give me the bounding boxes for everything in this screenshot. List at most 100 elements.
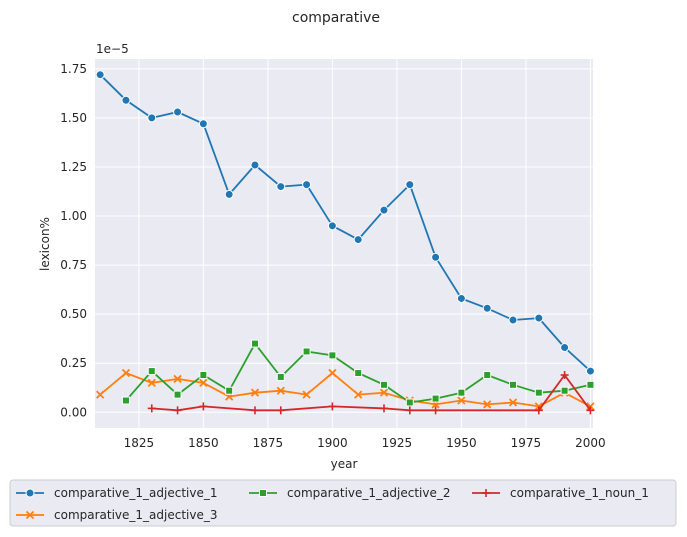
y-tick-label: 0.75 — [60, 258, 87, 272]
data-point — [173, 107, 183, 117]
data-point — [147, 378, 156, 387]
data-point — [199, 371, 208, 380]
y-tick-label: 0.25 — [60, 356, 87, 370]
data-point — [509, 380, 518, 389]
data-point — [456, 293, 466, 303]
legend-label: comparative_1_noun_1 — [510, 486, 649, 500]
legend-marker — [25, 488, 35, 498]
x-axis-label: year — [331, 457, 358, 471]
data-point — [302, 180, 312, 190]
y-tick-label: 0.50 — [60, 307, 87, 321]
data-point — [95, 70, 105, 80]
series-comparative_1_noun_1 — [147, 371, 595, 415]
data-point — [328, 368, 337, 378]
data-point — [379, 205, 389, 215]
x-tick-label: 1975 — [511, 436, 542, 450]
data-point — [353, 235, 363, 245]
data-point — [354, 390, 363, 399]
data-point — [198, 119, 208, 129]
data-point — [302, 390, 311, 399]
data-point — [457, 396, 466, 405]
data-point — [585, 366, 595, 376]
data-point — [121, 396, 130, 405]
data-point — [560, 343, 570, 353]
series-line — [99, 74, 592, 372]
data-point — [199, 402, 208, 411]
legend-box — [9, 479, 677, 527]
x-tick-label: 1825 — [124, 436, 155, 450]
x-tick-label: 2000 — [575, 436, 606, 450]
data-point — [405, 398, 414, 407]
data-point — [431, 406, 440, 415]
data-point — [379, 388, 389, 397]
data-point — [586, 380, 595, 389]
x-tick-label: 1950 — [446, 436, 477, 450]
data-point — [96, 390, 105, 399]
series-line — [151, 374, 592, 412]
x-tick-label: 1900 — [317, 436, 348, 450]
data-point — [250, 339, 259, 348]
data-point — [276, 386, 285, 395]
x-tick-label: 1850 — [188, 436, 219, 450]
data-point — [327, 221, 337, 231]
data-point — [276, 372, 285, 381]
data-point — [457, 388, 466, 397]
data-point — [225, 386, 234, 395]
data-point — [560, 386, 569, 395]
x-tick-label: 1925 — [382, 436, 413, 450]
legend-item: comparative_1_noun_1 — [472, 486, 649, 500]
data-point — [328, 351, 337, 360]
data-point — [147, 404, 156, 413]
series-comparative_1_adjective_1 — [95, 70, 595, 376]
y-axis-label: lexicon% — [38, 217, 52, 271]
legend-item: comparative_1_adjective_3 — [16, 508, 218, 522]
series-line — [99, 372, 591, 408]
legend-item: comparative_1_adjective_1 — [16, 486, 218, 500]
data-point — [379, 404, 388, 413]
data-point — [173, 406, 182, 415]
y-tick-label: 1.00 — [60, 209, 87, 223]
series-comparative_1_adjective_2 — [121, 339, 595, 407]
y-tick-label: 1.50 — [60, 111, 87, 125]
y-offset-label: 1e−5 — [96, 42, 129, 56]
data-point — [483, 371, 492, 380]
data-point — [147, 113, 157, 123]
data-point — [534, 388, 543, 397]
plot-area — [95, 59, 593, 428]
legend: comparative_1_adjective_1 comparative_1_a… — [16, 486, 649, 522]
y-tick-label: 1.25 — [60, 160, 87, 174]
data-point — [173, 390, 182, 399]
data-point — [302, 347, 311, 356]
data-point — [147, 367, 156, 376]
data-point — [405, 406, 414, 415]
legend-marker — [25, 510, 35, 520]
data-point — [586, 406, 595, 415]
chart-title: comparative — [292, 10, 380, 26]
y-tick-label: 1.75 — [60, 62, 87, 76]
data-point — [276, 406, 285, 415]
legend-label: comparative_1_adjective_2 — [287, 486, 451, 500]
axis-ticks: 1825 1850 1875 1900 1925 1950 1975 2000 0.00 0.25… — [60, 62, 605, 450]
series-layer — [95, 70, 595, 415]
data-point — [276, 182, 286, 192]
data-point — [250, 388, 260, 397]
data-point — [173, 374, 182, 384]
data-point — [482, 303, 492, 313]
legend-marker — [482, 489, 490, 497]
data-point — [431, 394, 440, 403]
data-point — [199, 378, 208, 387]
legend-label: comparative_1_adjective_3 — [54, 508, 218, 522]
data-point — [534, 406, 543, 415]
data-point — [328, 402, 337, 411]
data-point — [483, 400, 492, 409]
legend-item: comparative_1_adjective_2 — [249, 486, 451, 500]
data-point — [508, 398, 518, 407]
data-point — [121, 368, 131, 378]
data-point — [224, 189, 234, 199]
data-point — [560, 371, 569, 380]
data-point — [250, 160, 260, 170]
data-point — [379, 380, 388, 389]
legend-label: comparative_1_adjective_1 — [54, 486, 218, 500]
